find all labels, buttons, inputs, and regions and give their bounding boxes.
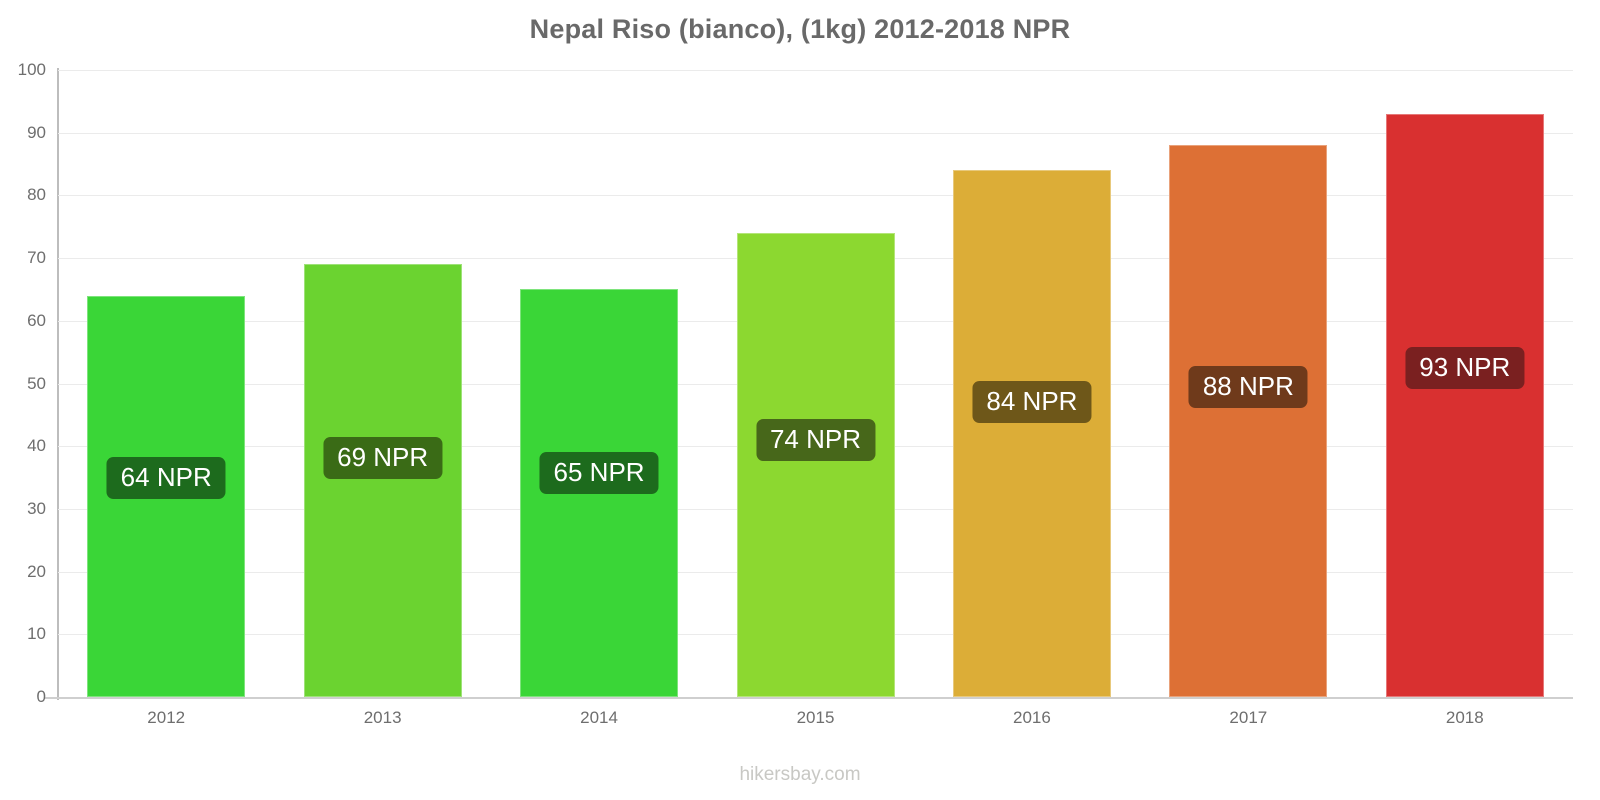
bar-2015[interactable]: 74 NPR: [736, 233, 895, 697]
bar-value-label: 74 NPR: [755, 419, 876, 462]
x-axis-tick-label: 2015: [796, 708, 835, 727]
bar-2018[interactable]: 93 NPR: [1385, 113, 1544, 697]
grid-line: [58, 195, 1573, 197]
y-axis-tick-label: 90: [27, 122, 46, 142]
x-axis-tick-label: 2017: [1229, 708, 1268, 727]
y-axis-tick-label: 60: [27, 310, 46, 330]
y-axis-tick-label: 10: [27, 624, 46, 644]
bar-value-label: 88 NPR: [1188, 366, 1308, 409]
y-axis-tick-label: 30: [27, 498, 46, 518]
watermark-source: hikersbay.com: [739, 764, 861, 785]
bar-2012[interactable]: 64 NPR: [87, 295, 246, 697]
bar-2017[interactable]: 88 NPR: [1169, 145, 1328, 697]
bar-rect[interactable]: [952, 170, 1111, 697]
bar-2013[interactable]: 69 NPR: [303, 264, 462, 697]
grid-line: [58, 132, 1573, 134]
bar-value-label: 93 NPR: [1405, 346, 1525, 389]
y-axis-tick-labels: 0 10 20 30 40 50 60 70 80 90 100: [0, 0, 50, 800]
bar-value-label: 69 NPR: [323, 437, 443, 480]
y-axis-tick-label: 0: [36, 687, 46, 706]
x-axis-tick-label: 2013: [363, 708, 402, 727]
y-axis-tick-label: 100: [17, 60, 46, 79]
x-axis-tick-label: 2016: [1013, 708, 1051, 727]
y-axis-tick-label: 80: [27, 185, 46, 205]
bar-value-label: 84 NPR: [972, 381, 1092, 424]
x-axis-tick-label: 2014: [580, 708, 618, 727]
bar-2014[interactable]: 65 NPR: [520, 289, 679, 697]
bar-2016[interactable]: 84 NPR: [952, 170, 1111, 697]
bar-rect[interactable]: [1385, 113, 1544, 697]
plot-area: 64 NPR 69 NPR 65 NPR 74 NPR 84 NPR 88 NPR 93 N…: [58, 70, 1573, 697]
x-axis-tick-label: 2018: [1445, 708, 1484, 727]
bar-rect[interactable]: [736, 233, 895, 697]
grid-line: [58, 70, 1573, 71]
bars-layer: 64 NPR 69 NPR 65 NPR 74 NPR 84 NPR 88 NPR 93 N…: [58, 70, 1573, 697]
chart-title: Nepal Riso (bianco), (1kg) 2012-2018 NPR: [529, 14, 1071, 44]
x-axis-tick-label: 2012: [147, 708, 186, 727]
y-axis-tick-label: 70: [27, 248, 46, 268]
bar-rect[interactable]: [1169, 145, 1328, 697]
y-axis-tick-label: 40: [27, 436, 46, 456]
y-axis-tick-label: 50: [27, 373, 46, 393]
y-axis-tick-label: 20: [27, 561, 46, 581]
x-axis-tick-labels: 2012 2013 2014 2015 2016 2017 2018: [58, 708, 1573, 738]
bar-rect[interactable]: [303, 264, 462, 697]
x-axis-line: [44, 697, 1573, 699]
bar-value-label: 64 NPR: [106, 456, 226, 499]
bar-value-label: 65 NPR: [539, 452, 659, 495]
